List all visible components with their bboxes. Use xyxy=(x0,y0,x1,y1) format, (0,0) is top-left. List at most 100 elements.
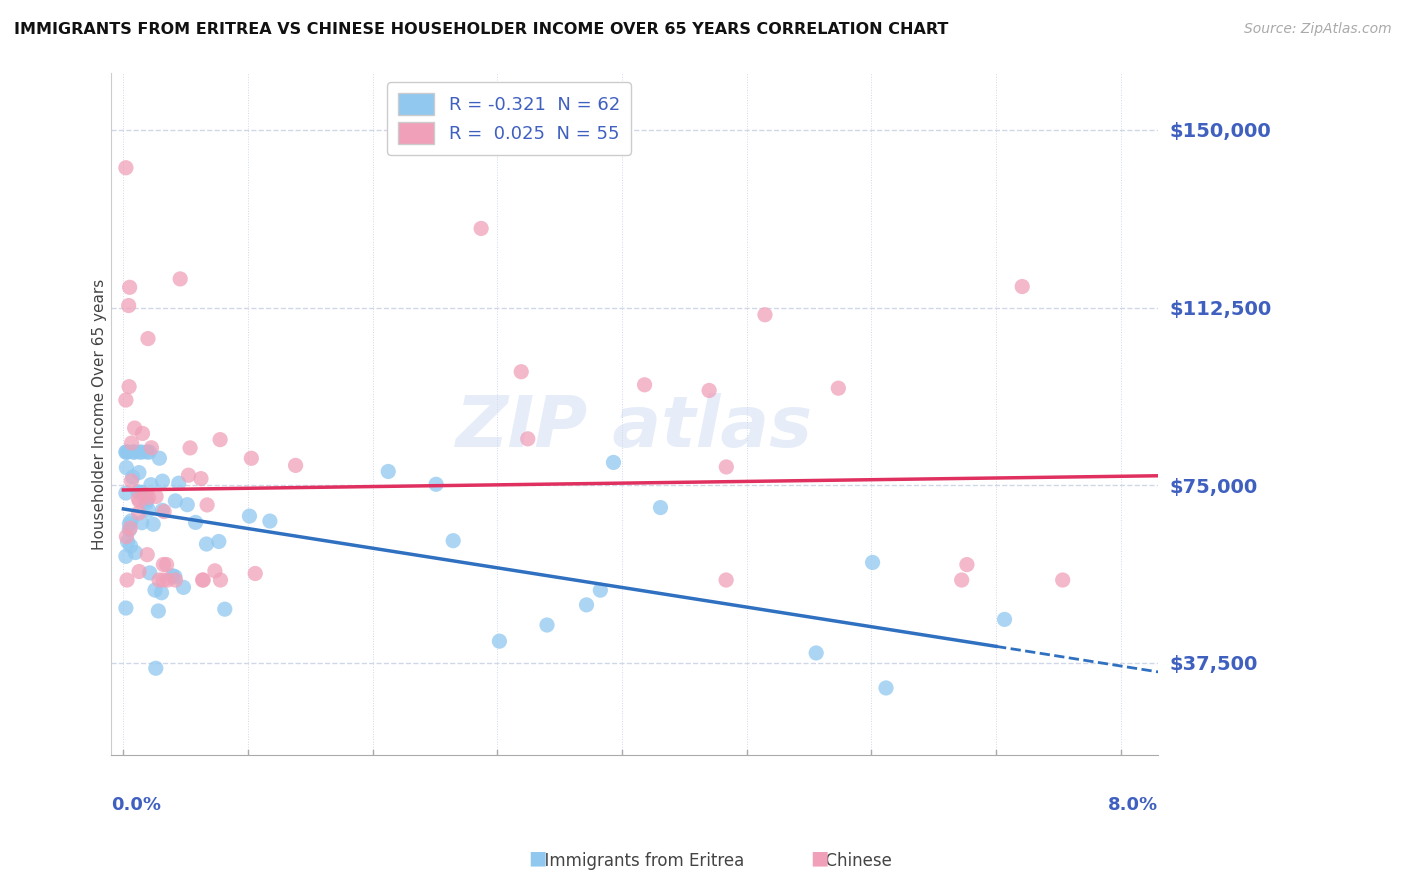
Text: ZIP atlas: ZIP atlas xyxy=(456,393,813,462)
Point xyxy=(191,573,214,587)
Point xyxy=(152,474,174,488)
Point xyxy=(117,534,139,549)
Text: 0.0%: 0.0% xyxy=(111,797,160,814)
Point xyxy=(827,381,849,395)
Point xyxy=(259,514,281,528)
Point xyxy=(115,486,138,500)
Point xyxy=(209,433,232,447)
Point xyxy=(862,556,884,570)
Point xyxy=(138,445,160,459)
Point xyxy=(190,472,212,486)
Point xyxy=(136,548,159,562)
Point xyxy=(131,445,153,459)
Point xyxy=(153,505,176,519)
Point xyxy=(128,494,150,508)
Point xyxy=(536,618,558,632)
Text: ■: ■ xyxy=(529,849,547,868)
Text: IMMIGRANTS FROM ERITREA VS CHINESE HOUSEHOLDER INCOME OVER 65 YEARS CORRELATION : IMMIGRANTS FROM ERITREA VS CHINESE HOUSE… xyxy=(14,22,949,37)
Point xyxy=(510,365,533,379)
Point xyxy=(115,445,138,459)
Point xyxy=(115,573,138,587)
Point xyxy=(124,545,146,559)
Point xyxy=(117,445,139,459)
Point xyxy=(165,494,187,508)
Text: 8.0%: 8.0% xyxy=(1108,797,1159,814)
Point xyxy=(143,583,166,598)
Point xyxy=(284,458,307,473)
Point xyxy=(128,565,150,579)
Point xyxy=(575,598,598,612)
Point xyxy=(118,299,141,313)
Point xyxy=(145,490,167,504)
Point xyxy=(754,308,776,322)
Point xyxy=(118,379,141,393)
Point xyxy=(167,476,190,491)
Point xyxy=(488,634,510,648)
Point xyxy=(121,470,143,484)
Point xyxy=(127,491,149,506)
Point xyxy=(240,451,263,466)
Point xyxy=(875,681,897,695)
Point xyxy=(172,580,194,594)
Point xyxy=(131,516,153,530)
Point xyxy=(118,523,141,537)
Point xyxy=(139,477,162,491)
Point xyxy=(956,558,979,572)
Point xyxy=(118,280,141,294)
Point xyxy=(950,573,973,587)
Point xyxy=(195,498,218,512)
Point xyxy=(716,459,738,474)
Point xyxy=(128,506,150,520)
Point xyxy=(136,332,159,346)
Point xyxy=(714,573,737,587)
Point xyxy=(209,573,232,587)
Point xyxy=(162,568,184,582)
Point xyxy=(165,573,187,587)
Point xyxy=(138,503,160,517)
Point xyxy=(152,573,174,587)
Point xyxy=(1052,573,1074,587)
Point xyxy=(1011,279,1033,293)
Point xyxy=(115,460,138,475)
Point xyxy=(135,493,157,508)
Point xyxy=(115,549,138,564)
Point xyxy=(602,455,624,469)
Point xyxy=(184,516,207,530)
Point xyxy=(195,537,218,551)
Point xyxy=(128,445,150,459)
Point xyxy=(163,569,186,583)
Point xyxy=(238,509,260,524)
Point xyxy=(138,491,160,505)
Point xyxy=(245,566,267,581)
Point xyxy=(633,377,655,392)
Point xyxy=(141,441,163,455)
Point xyxy=(122,445,145,459)
Point xyxy=(148,451,170,466)
Point xyxy=(120,539,142,553)
Point xyxy=(425,477,447,491)
Point xyxy=(121,436,143,450)
Point xyxy=(131,485,153,500)
Point xyxy=(115,530,138,544)
Point xyxy=(169,272,191,286)
Point xyxy=(124,421,146,435)
Text: Source: ZipAtlas.com: Source: ZipAtlas.com xyxy=(1244,22,1392,37)
Point xyxy=(142,517,165,532)
Text: ■: ■ xyxy=(810,849,828,868)
Point xyxy=(131,426,153,441)
Point xyxy=(148,604,170,618)
Point xyxy=(136,445,159,459)
Point xyxy=(115,445,138,459)
Point xyxy=(697,384,720,398)
Point xyxy=(650,500,672,515)
Point xyxy=(214,602,236,616)
Point xyxy=(135,496,157,510)
Point xyxy=(148,573,170,587)
Point xyxy=(120,514,142,528)
Point xyxy=(145,661,167,675)
Point xyxy=(155,558,177,572)
Point xyxy=(441,533,464,548)
Point xyxy=(124,445,146,459)
Point xyxy=(179,441,201,455)
Point xyxy=(208,534,231,549)
